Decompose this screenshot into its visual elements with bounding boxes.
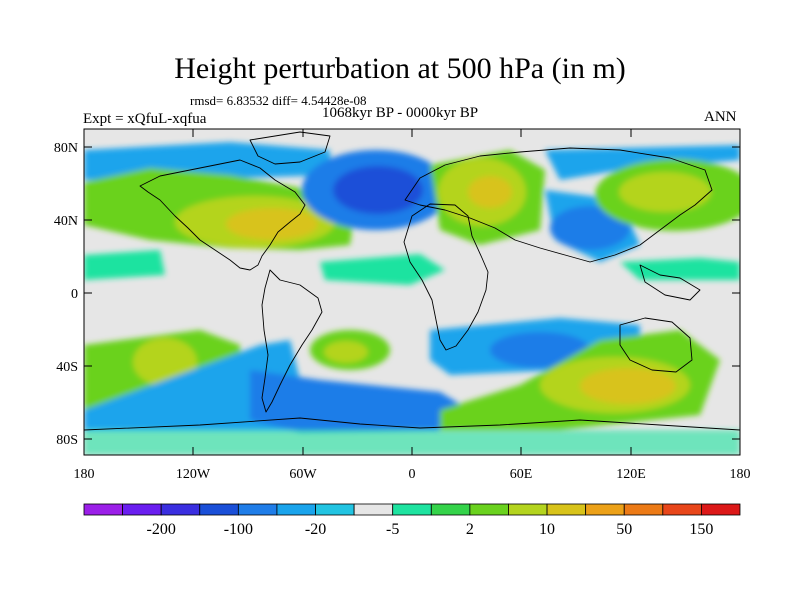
lat-label-40s: 40S <box>56 360 78 375</box>
lat-label-40n: 40N <box>54 214 78 229</box>
africa-outline <box>403 203 489 351</box>
lon-label-60w: 60W <box>289 467 317 482</box>
lat-label-eq: 0 <box>71 287 78 302</box>
experiment-label: Expt = xQfuL-xqfua <box>83 111 207 127</box>
colorbar-swatch <box>623 503 664 516</box>
south-pacific-high-core <box>133 338 197 386</box>
axis-ticks <box>83 129 741 455</box>
colorbar-swatch <box>662 503 702 516</box>
south-america-outline <box>261 269 323 413</box>
lat-label-80n: 80N <box>54 141 78 156</box>
antarctica-outline <box>84 417 740 431</box>
lat-label-80s: 80S <box>56 433 78 448</box>
coastlines <box>84 131 740 431</box>
north-pacific-high-core <box>619 172 711 212</box>
plot-title: Height perturbation at 500 hPa (in m) <box>174 52 626 85</box>
southern-ocean-high-core <box>580 368 676 404</box>
colorbar-label: -200 <box>147 521 176 538</box>
colorbar-label: 50 <box>616 521 632 538</box>
period-label: 1068kyr BP - 0000kyr BP <box>322 105 479 121</box>
lon-label-0: 0 <box>409 467 416 482</box>
colorbar-label: 150 <box>689 521 713 538</box>
colorbar-label: -20 <box>305 521 326 538</box>
colorbar-label: -100 <box>224 521 253 538</box>
lon-label-60e: 60E <box>510 467 533 482</box>
lon-label-180e: 180 <box>730 467 751 482</box>
lon-label-120e: 120E <box>616 467 646 482</box>
colorbar-swatch <box>315 503 355 516</box>
colorbar-swatch <box>199 503 239 516</box>
colorbar-swatch <box>160 503 201 516</box>
colorbar-swatch <box>392 503 432 516</box>
australia-outline <box>619 317 693 373</box>
north-atlantic-low-core <box>333 166 423 214</box>
stats-label: rmsd= 6.83532 diff= 4.54428e-08 <box>190 93 367 108</box>
colorbar-swatch <box>469 503 509 516</box>
eurasia-high-core <box>468 176 512 208</box>
central-asia-low-core <box>550 206 630 250</box>
tropical-west-pacific-band <box>620 258 740 280</box>
colorbar-swatch <box>701 503 741 516</box>
colorbar-swatch <box>83 503 123 516</box>
north-america-outline <box>139 159 306 271</box>
north-america-high-core <box>226 208 318 240</box>
indian-ocean-low-core <box>490 332 590 368</box>
greenland-arctic-outline <box>249 131 331 165</box>
colorbar-swatch <box>508 503 548 516</box>
colorbar <box>83 503 741 516</box>
antarctic-band <box>84 430 740 455</box>
lon-label-180w: 180 <box>74 467 95 482</box>
colorbar-swatch <box>546 503 587 516</box>
colorbar-label: 2 <box>466 521 474 538</box>
tropical-pacific-band <box>84 250 165 280</box>
eurasia-outline <box>404 147 713 263</box>
season-label: ANN <box>704 109 737 125</box>
colorbar-label: 10 <box>539 521 555 538</box>
colorbar-swatch <box>353 503 394 516</box>
lon-label-120w: 120W <box>176 467 211 482</box>
colorbar-swatch <box>430 503 471 516</box>
colorbar-swatch <box>122 503 162 516</box>
southern-atlantic-low <box>250 370 470 432</box>
colorbar-swatch <box>237 503 278 516</box>
tropical-atlantic-band <box>320 254 445 285</box>
south-pacific-low <box>84 340 300 430</box>
maritime-continent-outline <box>639 264 701 301</box>
colorbar-label: -5 <box>386 521 399 538</box>
south-atlantic-high-core <box>324 341 368 363</box>
colorbar-swatch <box>276 503 316 516</box>
colorbar-labels: -200 -100 -20 -5 2 10 50 150 <box>147 521 714 538</box>
colorbar-swatch <box>585 503 625 516</box>
contour-field <box>84 129 740 455</box>
